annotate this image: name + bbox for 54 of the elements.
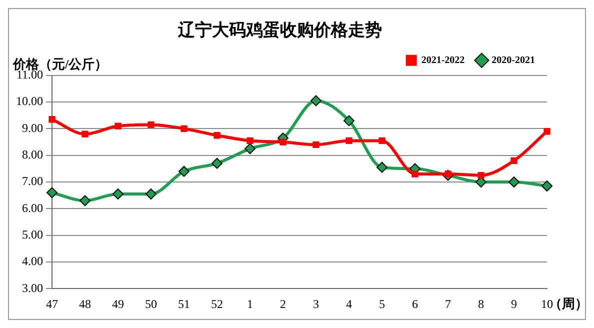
x-tick-label: 7 (445, 296, 451, 311)
point (46, 187, 58, 198)
point (178, 166, 190, 177)
point (244, 143, 256, 154)
x-tick-label: 47 (46, 296, 58, 311)
legend-label: 2020-2021 (492, 54, 536, 66)
x-tick-label: 50 (145, 296, 157, 311)
y-tick-label: 7.00 (22, 174, 43, 188)
x-tick-label: 10 (541, 296, 553, 311)
point (114, 122, 122, 130)
x-tick-label: 8 (478, 296, 484, 311)
point (180, 125, 188, 132)
point (80, 195, 90, 206)
x-tick-label: 2 (280, 296, 286, 311)
point (112, 188, 124, 200)
y-tick-label: 6.00 (22, 200, 43, 215)
x-tick-label: 5 (379, 296, 385, 311)
point (346, 137, 352, 144)
x-tick-label: 9 (511, 296, 517, 311)
x-tick-label: 4 (346, 296, 352, 311)
x-tick-label: 3 (313, 296, 319, 311)
point (478, 172, 484, 179)
x-tick-label: 52 (211, 296, 223, 311)
x-tick-label: 51 (178, 296, 190, 311)
point (344, 115, 354, 126)
x-tick-label: 1 (247, 296, 253, 311)
point (148, 121, 154, 128)
y-tick-label: 9.00 (22, 120, 43, 135)
point (412, 170, 418, 178)
point (146, 188, 156, 200)
point (48, 116, 56, 123)
point (544, 128, 550, 135)
point (378, 137, 386, 144)
point (212, 158, 222, 169)
x-tick-label: 48 (79, 296, 91, 311)
x-tick-label: 49 (112, 296, 124, 311)
y-tick-label: 3.00 (22, 280, 43, 295)
y-tick-label: 5.00 (22, 227, 43, 242)
point (214, 132, 220, 139)
legend-label: 2021-2022 (421, 54, 465, 66)
point (280, 138, 286, 146)
point (510, 157, 518, 164)
point (246, 137, 254, 144)
point (376, 162, 388, 173)
point (542, 180, 552, 192)
point (310, 95, 322, 106)
y-tick-label: 10.00 (16, 94, 43, 108)
x-tick-label: 6 (412, 296, 418, 311)
point (508, 176, 520, 188)
point (312, 141, 320, 148)
y-tick-label: 4.00 (22, 254, 43, 268)
y-tick-label: 8.00 (22, 148, 43, 162)
chart-title: 辽宁大码鸡蛋收购价格走势 (177, 20, 382, 40)
point (82, 130, 88, 138)
